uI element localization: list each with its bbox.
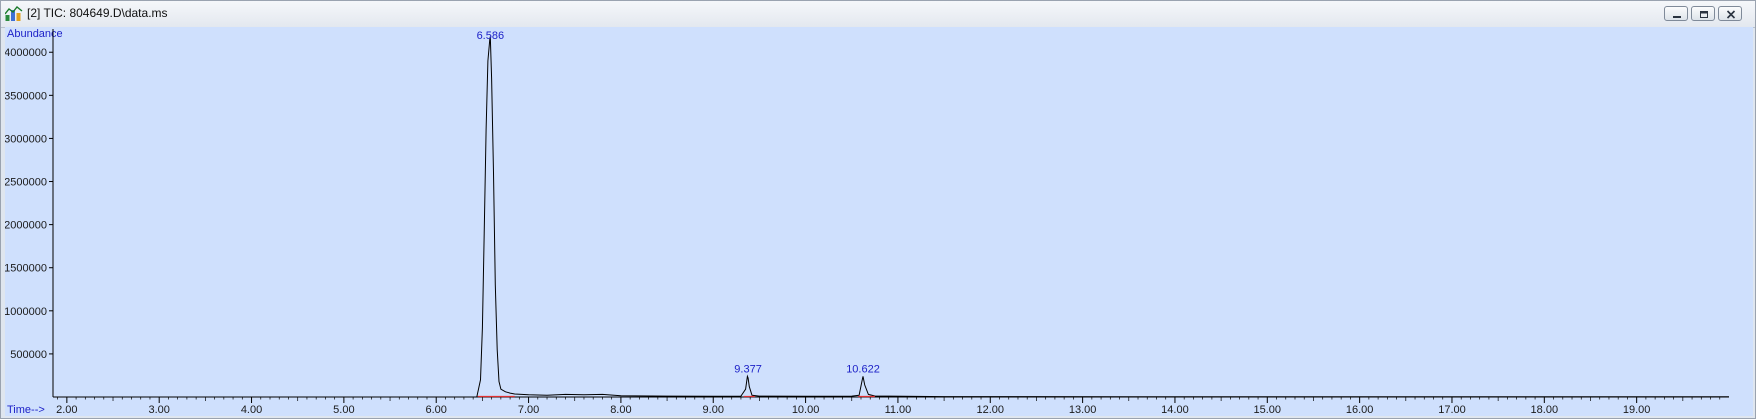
peak-label: 9.377 bbox=[734, 363, 762, 375]
window-title: [2] TIC: 804649.D\data.ms bbox=[27, 6, 168, 20]
close-icon bbox=[1726, 10, 1736, 19]
x-tick-label: 11.00 bbox=[885, 404, 912, 416]
x-axis-title: Time--> bbox=[7, 404, 45, 416]
x-tick-label: 15.00 bbox=[1254, 404, 1282, 416]
tic-trace bbox=[53, 36, 1729, 398]
x-tick-label: 18.00 bbox=[1531, 404, 1559, 416]
restore-icon bbox=[1700, 11, 1708, 18]
x-tick-label: 3.00 bbox=[148, 404, 169, 416]
x-tick-label: 4.00 bbox=[241, 404, 262, 416]
minimize-button[interactable] bbox=[1664, 6, 1688, 21]
chromatogram-chart[interactable]: Abundance Time--> 500000 1000000 1500000 20… bbox=[5, 27, 1753, 416]
chromatogram-plot[interactable]: Abundance Time--> 500000 1000000 1500000 20… bbox=[5, 27, 1753, 416]
x-tick-label: 6.00 bbox=[426, 404, 447, 416]
x-tick-label: 2.00 bbox=[56, 404, 77, 416]
y-tick-label: 4000000 bbox=[5, 47, 47, 59]
x-tick-label: 19.00 bbox=[1623, 404, 1651, 416]
x-tick-label: 7.00 bbox=[518, 404, 539, 416]
x-tick-label: 8.00 bbox=[610, 404, 631, 416]
y-tick-label: 3500000 bbox=[5, 90, 47, 102]
x-tick-label: 12.00 bbox=[977, 404, 1005, 416]
y-tick-label: 1500000 bbox=[5, 263, 47, 275]
y-tick-label: 500000 bbox=[10, 349, 47, 361]
x-tick-label: 17.00 bbox=[1438, 404, 1466, 416]
x-tick-label: 14.00 bbox=[1161, 404, 1189, 416]
x-tick-label: 13.00 bbox=[1069, 404, 1097, 416]
axes: 500000 1000000 1500000 2000000 2500000 300000… bbox=[5, 29, 1729, 416]
restore-button[interactable] bbox=[1691, 6, 1715, 21]
chromatogram-app-icon bbox=[4, 6, 23, 22]
x-tick-label: 10.00 bbox=[792, 404, 820, 416]
x-tick-label: 9.00 bbox=[703, 404, 724, 416]
y-tick-label: 2000000 bbox=[5, 220, 47, 232]
chart-marks: 6.586 9.377 10.622 bbox=[53, 30, 1729, 398]
minimize-icon bbox=[1673, 16, 1681, 18]
peak-label: 6.586 bbox=[477, 30, 505, 42]
y-axis-title: Abundance bbox=[7, 28, 63, 40]
y-tick-label: 2500000 bbox=[5, 177, 47, 189]
y-tick-label: 1000000 bbox=[5, 306, 47, 318]
x-tick-label: 16.00 bbox=[1346, 404, 1374, 416]
peak-label: 10.622 bbox=[846, 363, 880, 375]
title-bar[interactable]: [2] TIC: 804649.D\data.ms bbox=[1, 1, 1755, 28]
y-tick-label: 3000000 bbox=[5, 133, 47, 145]
x-tick-label: 5.00 bbox=[333, 404, 354, 416]
close-button[interactable] bbox=[1718, 6, 1742, 21]
